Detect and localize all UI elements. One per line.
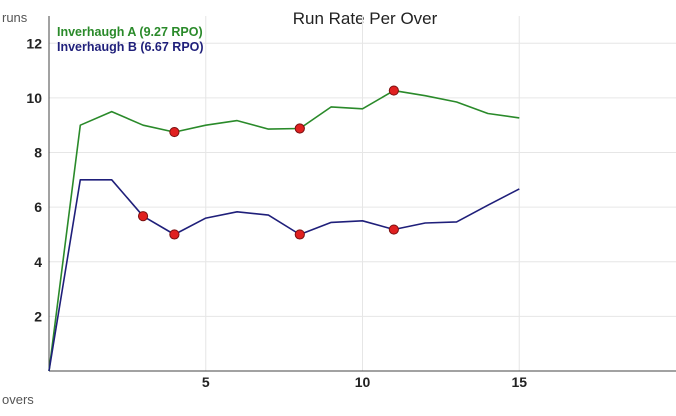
y-tick-label-4: 4 <box>34 254 42 270</box>
wicket-marker-1-over-11 <box>388 85 399 96</box>
wicket-marker-1-over-4 <box>169 126 180 138</box>
series-line-2 <box>48 179 520 372</box>
chart-title: Run Rate Per Over <box>293 9 438 28</box>
legend-entry-1: Inverhaugh A (9.27 RPO) <box>57 25 203 39</box>
wicket-marker-2-over-3 <box>137 211 149 222</box>
wicket-marker-1-over-8 <box>294 123 305 134</box>
wicket-marker-2-over-4 <box>169 229 180 240</box>
series-line-1 <box>48 89 520 372</box>
x-tick-label-10: 10 <box>355 374 371 390</box>
y-tick-label-10: 10 <box>26 90 42 106</box>
tick-labels: 2 4 6 8 10 12 5 10 15 <box>26 35 527 390</box>
axes <box>48 16 676 372</box>
x-tick-label-5: 5 <box>202 374 210 390</box>
legend: Inverhaugh A (9.27 RPO)Inverhaugh B (6.6… <box>57 25 204 54</box>
x-tick-label-15: 15 <box>511 374 527 390</box>
y-tick-label-2: 2 <box>34 308 42 324</box>
legend-entry-2: Inverhaugh B (6.67 RPO) <box>57 40 204 54</box>
y-tick-label-8: 8 <box>34 145 42 161</box>
series-lines <box>48 89 520 372</box>
y-tick-label-12: 12 <box>26 35 42 51</box>
wicket-markers <box>137 85 399 240</box>
x-axis-label: overs <box>2 392 34 407</box>
y-axis-label: runs <box>2 10 28 25</box>
y-tick-label-6: 6 <box>34 199 42 215</box>
wicket-marker-2-over-11 <box>388 224 399 235</box>
gridlines <box>49 16 676 371</box>
wicket-marker-2-over-8 <box>294 229 305 240</box>
